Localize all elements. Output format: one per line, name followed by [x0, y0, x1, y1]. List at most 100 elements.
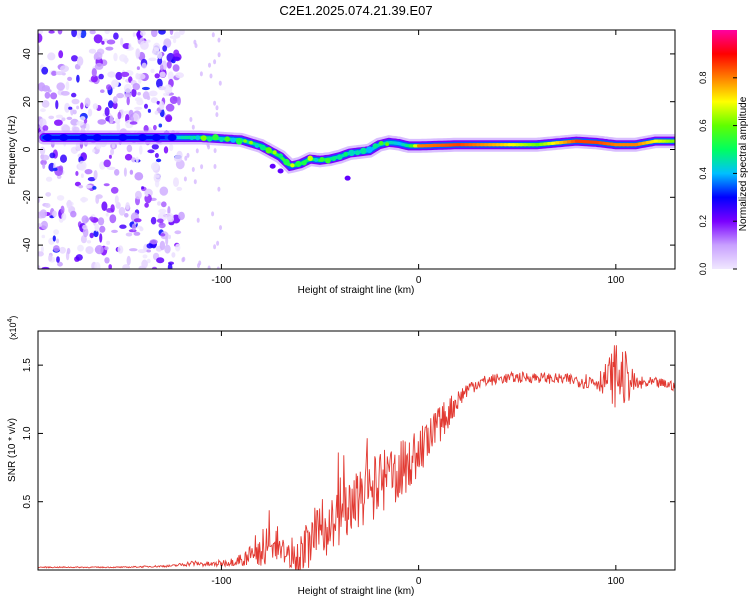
noise-speckle	[120, 37, 124, 46]
noise-speckle	[132, 32, 136, 37]
noise-speckle	[89, 216, 94, 221]
noise-speckle	[124, 55, 128, 65]
noise-speckle	[61, 212, 67, 221]
noise-speckle	[158, 86, 166, 91]
noise-speckle	[114, 81, 119, 88]
noise-speckle	[90, 75, 98, 83]
ridge-blob	[295, 160, 302, 167]
noise-speckle	[134, 97, 143, 102]
noise-speckle	[216, 266, 220, 269]
noise-speckle	[156, 100, 160, 105]
noise-speckle	[150, 162, 159, 171]
noise-speckle	[169, 143, 174, 151]
noise-speckle	[39, 209, 48, 219]
noise-speckle	[104, 246, 109, 251]
ridge-blob	[336, 154, 343, 160]
noise-speckle	[116, 92, 124, 99]
spectrogram-x-axis-label: Height of straight line (km)	[298, 285, 415, 296]
ridge-bead	[78, 134, 88, 142]
noise-speckle	[126, 96, 130, 106]
noise-speckle	[141, 86, 150, 91]
noise-speckle	[85, 246, 94, 255]
noise-speckle	[108, 264, 112, 269]
noise-speckle	[40, 220, 49, 230]
noise-speckle	[38, 196, 41, 203]
noise-speckle	[186, 152, 190, 158]
noise-speckle	[108, 154, 112, 159]
ridge-blob	[348, 149, 355, 157]
ridge-blob	[254, 143, 260, 148]
noise-speckle	[156, 257, 165, 264]
noise-speckle	[55, 100, 59, 110]
noise-speckle	[216, 240, 220, 246]
noise-speckle	[211, 211, 215, 217]
noise-speckle	[217, 37, 221, 43]
noise-speckle	[161, 201, 167, 208]
noise-speckle	[42, 163, 46, 170]
ridge-blob	[265, 147, 272, 154]
noise-speckle	[123, 83, 132, 94]
noise-speckle	[41, 100, 50, 108]
snr-y-tick-label: 1.0	[22, 426, 33, 440]
ridge-blob	[331, 156, 337, 162]
noise-speckle	[164, 84, 173, 95]
noise-speckle	[167, 71, 174, 81]
noise-speckle	[71, 55, 78, 62]
noise-speckle	[156, 158, 162, 163]
noise-speckle	[174, 155, 183, 162]
noise-speckle	[44, 203, 51, 208]
ridge-blob	[366, 146, 373, 153]
noise-speckle	[148, 90, 158, 97]
ridge-blob	[206, 136, 213, 142]
noise-speckle	[140, 40, 149, 50]
noise-speckle	[157, 51, 163, 59]
noise-speckle	[40, 154, 50, 161]
noise-speckle	[147, 149, 155, 154]
noise-speckle	[123, 167, 127, 177]
noise-speckle	[111, 229, 118, 233]
noise-speckle	[60, 91, 70, 96]
noise-speckle	[84, 169, 93, 175]
noise-speckle	[140, 30, 146, 36]
noise-speckle	[158, 208, 167, 214]
noise-speckle	[169, 96, 178, 104]
noise-speckle	[155, 174, 160, 178]
noise-speckle	[217, 186, 221, 192]
noise-speckle	[40, 108, 46, 113]
snr-y-axis-label: SNR (10 * v/v)	[7, 418, 18, 482]
noise-speckle	[115, 71, 123, 81]
noise-speckle	[213, 148, 217, 154]
noise-speckle	[55, 238, 60, 244]
noise-speckle	[153, 42, 161, 52]
noise-speckle	[191, 124, 195, 130]
noise-speckle	[198, 260, 202, 266]
noise-speckle	[136, 66, 140, 70]
noise-speckle	[71, 92, 77, 98]
noise-speckle	[56, 195, 65, 201]
noise-speckle	[135, 190, 142, 200]
noise-speckle	[156, 78, 163, 89]
noise-speckle	[109, 214, 117, 224]
noise-speckle	[39, 146, 46, 156]
noise-speckle	[103, 183, 110, 187]
noise-speckle	[159, 71, 166, 78]
colorbar-tick-label: 0.0	[698, 263, 708, 276]
noise-speckle	[52, 235, 56, 242]
noise-speckle	[156, 218, 164, 223]
noise-speckle	[61, 117, 66, 122]
noise-speckle	[91, 68, 97, 77]
noise-speckle	[87, 108, 93, 117]
noise-speckle	[116, 122, 121, 132]
ridge-blob	[379, 140, 384, 146]
noise-speckle	[41, 85, 51, 92]
noise-speckle	[211, 32, 215, 38]
ridge-blob	[314, 157, 319, 162]
noise-speckle	[93, 230, 99, 238]
noise-speckle	[120, 71, 130, 77]
noise-speckle	[213, 244, 217, 250]
noise-speckle	[219, 225, 222, 231]
noise-speckle	[171, 252, 176, 258]
noise-speckle	[108, 100, 114, 109]
noise-speckle	[84, 97, 91, 108]
ridge-blob	[385, 142, 389, 147]
